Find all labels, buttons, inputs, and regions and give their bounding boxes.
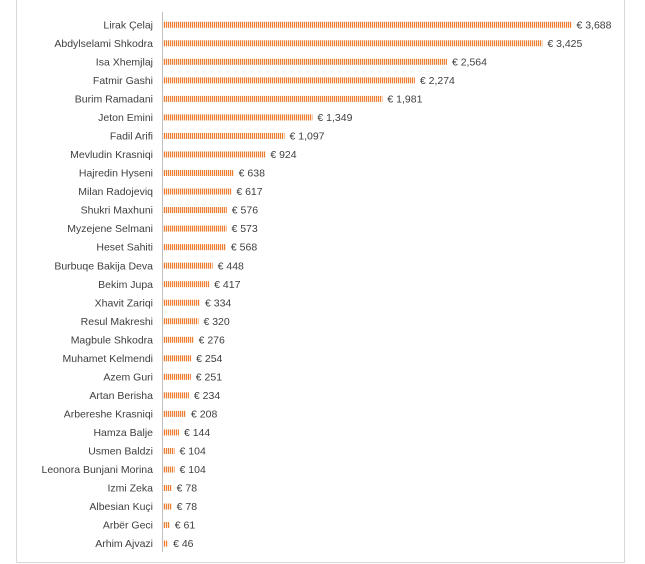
bar-20 [163, 392, 189, 399]
bar-19 [163, 373, 191, 380]
bar-16 [163, 318, 199, 325]
bar-18 [163, 355, 192, 362]
category-label: Heset Sahiti [96, 242, 153, 254]
category-label: Usmen Baldzi [88, 446, 153, 458]
category-label: Arbër Geci [103, 520, 153, 532]
bar-8 [163, 170, 234, 176]
bar-2 [163, 58, 447, 65]
category-label: Leonora Bunjani Morina [42, 464, 154, 476]
bar-7 [163, 151, 266, 158]
category-label: Magbule Shkodra [71, 334, 153, 346]
bar-14 [163, 281, 210, 288]
category-label: Artan Berisha [89, 390, 153, 402]
value-label: € 334 [205, 297, 231, 309]
value-label: € 320 [203, 316, 229, 328]
category-label: Arhim Ajvazi [95, 538, 153, 550]
value-label: € 576 [232, 205, 258, 217]
category-label: Azem Guri [103, 371, 153, 383]
bar-3 [163, 77, 415, 84]
value-label: € 144 [184, 427, 210, 439]
bar-22 [163, 429, 179, 436]
category-label: Burim Ramadani [75, 93, 153, 105]
value-label: € 1,097 [289, 131, 324, 143]
bar-23 [163, 447, 175, 454]
bar-10 [163, 207, 227, 214]
category-label: Milan Radojeviq [78, 186, 153, 198]
category-label: Muhamet Kelmendi [63, 353, 153, 365]
category-label: Jeton Emini [98, 112, 153, 124]
category-label: Bekim Jupa [98, 279, 153, 291]
category-label: Albesian Kuçi [89, 501, 153, 513]
value-label: € 3,688 [576, 19, 611, 31]
category-label: Mevludin Krasniqi [70, 149, 153, 161]
category-label: Arbereshe Krasniqi [64, 409, 153, 421]
value-label: € 61 [175, 520, 196, 532]
value-label: € 924 [270, 149, 296, 161]
value-label: € 2,274 [420, 75, 455, 87]
category-label: Myzejene Selmani [67, 223, 153, 235]
category-label: Isa Xhemjlaj [96, 56, 153, 68]
value-label: € 276 [199, 334, 225, 346]
category-labels: Lirak Çelaj Abdylselami Shkodra Isa Xhemjl… [42, 19, 154, 550]
value-label: € 448 [218, 260, 244, 272]
value-label: € 3,425 [547, 38, 582, 50]
value-label: € 251 [196, 371, 222, 383]
category-label: Xhavit Zariqi [95, 297, 153, 309]
category-label: Burbuqe Bakija Deva [54, 260, 153, 272]
bar-27 [163, 522, 170, 529]
category-label: Shukri Maxhuni [81, 205, 153, 217]
value-label: € 234 [194, 390, 220, 402]
category-label: Fadil Arifi [110, 131, 153, 143]
category-label: Abdylselami Shkodra [54, 38, 153, 50]
category-label: Hajredin Hyseni [79, 168, 153, 180]
value-label: € 2,564 [452, 56, 487, 68]
value-label: € 104 [180, 446, 206, 458]
bar-9 [163, 188, 232, 195]
bar-26 [163, 503, 172, 510]
value-label: € 638 [239, 168, 265, 180]
chart-area [16, 0, 625, 563]
bar-28 [163, 540, 169, 547]
value-label: € 1,981 [387, 93, 422, 105]
bar-25 [163, 485, 172, 492]
value-label: € 104 [180, 464, 206, 476]
bar-13 [163, 262, 213, 269]
bar-4 [163, 95, 383, 102]
value-label: € 78 [177, 501, 198, 513]
bar-0 [163, 21, 572, 28]
bar-21 [163, 410, 187, 417]
value-labels: € 3,688 € 3,425 € 2,564 € 2,274 € 1,981 € 1,3… [173, 19, 612, 550]
category-label: Lirak Çelaj [103, 19, 153, 31]
value-label: € 417 [214, 279, 240, 291]
value-label: € 208 [191, 409, 217, 421]
value-label: € 617 [236, 186, 262, 198]
bar-15 [163, 299, 200, 306]
bar-11 [163, 225, 227, 232]
category-label: Hamza Balje [93, 427, 153, 439]
value-label: € 254 [196, 353, 222, 365]
value-label: € 568 [231, 242, 257, 254]
bars-group [163, 21, 572, 547]
bar-6 [163, 132, 285, 139]
category-label: Fatmir Gashi [93, 75, 153, 87]
category-label: Izmi Zeka [107, 483, 153, 495]
bar-12 [163, 244, 226, 251]
bar-17 [163, 336, 194, 343]
value-label: € 573 [231, 223, 257, 235]
bar-5 [163, 114, 313, 121]
value-label: € 1,349 [317, 112, 352, 124]
bar-24 [163, 466, 175, 473]
bar-1 [163, 40, 543, 47]
category-label: Resul Makreshi [81, 316, 153, 328]
value-label: € 46 [173, 538, 194, 550]
value-label: € 78 [177, 483, 198, 495]
